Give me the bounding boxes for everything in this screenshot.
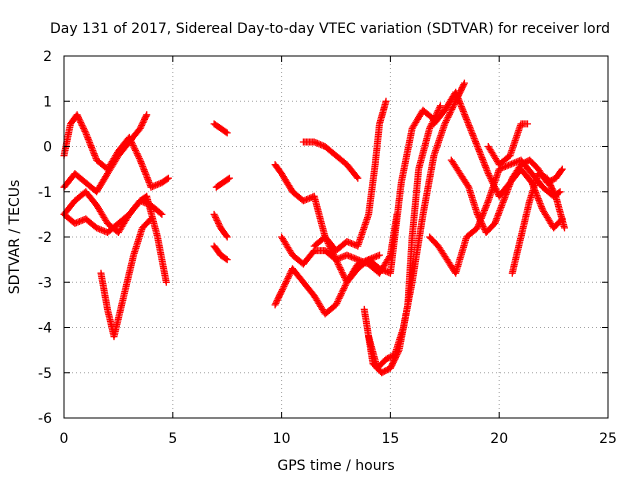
series-track-10 [271,97,390,255]
y-tick-label: -3 [38,275,52,291]
x-axis-label: GPS time / hours [277,458,394,474]
data-points [60,79,568,377]
y-tick-label: -5 [38,366,52,382]
x-tick-label: 0 [60,431,69,447]
y-tick-label: 2 [43,49,52,65]
series-markers [97,215,155,341]
series-track-7 [212,174,233,191]
y-axis-label: SDTVAR / TECUs [7,180,23,295]
x-tick-label: 20 [490,431,508,447]
series-track-8 [210,210,231,241]
y-tick-label: -4 [38,321,52,337]
chart-title: Day 131 of 2017, Sidereal Day-to-day VTE… [50,21,610,37]
series-track-14 [310,106,438,286]
series-markers [212,174,233,191]
x-tick-label: 10 [273,431,291,447]
y-tick-label: 0 [43,140,52,156]
x-tick-label: 5 [168,431,177,447]
series-track-20 [484,120,531,169]
series-track-21 [508,170,568,277]
series-markers [299,138,362,182]
y-tick-label: -2 [38,230,52,246]
y-tick-label: -1 [38,185,52,201]
series-markers [210,210,231,241]
series-track-13 [299,138,362,182]
series-markers [310,106,438,286]
x-tick-label: 25 [599,431,617,447]
series-markers [210,120,231,137]
series-markers [365,79,468,372]
series-markers [210,242,231,264]
series-track-16 [365,79,468,372]
series-markers [484,120,531,169]
series-track-9 [210,242,231,264]
grid-lines [64,56,608,418]
series-markers [271,97,390,255]
y-tick-label: -6 [38,411,52,427]
series-track-6 [210,120,231,137]
series-track-5 [97,215,155,341]
y-tick-label: 1 [43,94,52,110]
series-markers [508,170,568,277]
x-tick-label: 15 [381,431,399,447]
axis-ticks: 0 5 10 15 20 25 -6 -5 -4 -3 -2 -1 0 1 2 [38,49,617,447]
